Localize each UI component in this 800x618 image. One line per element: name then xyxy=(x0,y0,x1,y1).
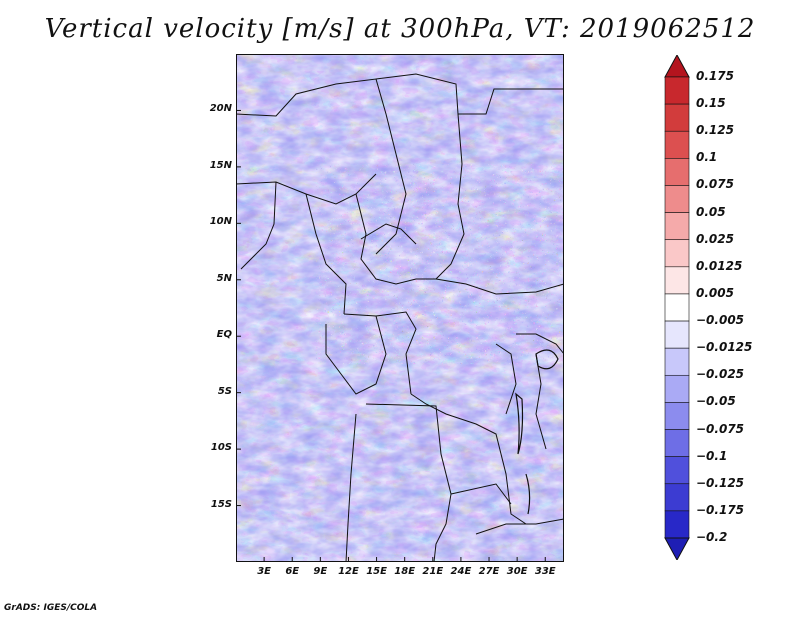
colorbar-label: 0.125 xyxy=(696,123,734,138)
colorbar-box xyxy=(664,103,690,132)
colorbar-box xyxy=(664,483,690,512)
lat-tick-label: 10S xyxy=(210,442,232,454)
colorbar-label: 0.15 xyxy=(696,96,726,111)
lat-tick-label: 15N xyxy=(209,159,232,171)
colorbar-box xyxy=(664,212,690,241)
lon-tick-label: 6E xyxy=(285,566,300,577)
colorbar-label: −0.075 xyxy=(696,421,745,436)
lon-tick-label: 33E xyxy=(534,566,556,577)
colorbar-label: 0.1 xyxy=(696,150,718,165)
colorbar-box xyxy=(664,239,690,268)
colorbar-label: 0.175 xyxy=(696,69,734,83)
colorbar-box xyxy=(664,266,690,295)
map-field xyxy=(236,54,564,562)
map-title: Vertical velocity [m/s] at 300hPa, VT: 2… xyxy=(44,14,756,44)
colorbar-label: 0.05 xyxy=(696,204,726,219)
colorbar-box xyxy=(664,130,690,159)
colorbar-box xyxy=(664,320,690,349)
colorbar-label: −0.175 xyxy=(696,502,745,517)
colorbar-box xyxy=(664,76,690,105)
colorbar-box xyxy=(664,347,690,376)
lon-tick-label: 24E xyxy=(450,566,472,577)
colorbar-box xyxy=(664,510,690,539)
colorbar-label: 0.0125 xyxy=(696,258,743,273)
map-frame xyxy=(236,54,564,562)
country-borders xyxy=(236,73,564,562)
colorbar-box xyxy=(664,456,690,485)
colorbar-box xyxy=(664,158,690,186)
colorbar-label: −0.125 xyxy=(696,475,745,490)
lon-tick-label: 3E xyxy=(257,566,271,577)
colorbar-box xyxy=(664,374,690,403)
colorbar-label: −0.1 xyxy=(696,448,728,463)
lon-tick-label: 27E xyxy=(478,566,500,577)
colorbar-min-arrow xyxy=(664,537,690,560)
colorbar-label: 0.005 xyxy=(696,285,734,300)
footer-credit: GrADS: IGES/COLA xyxy=(4,603,98,613)
colorbar-label: −0.005 xyxy=(696,313,745,328)
colorbar-label: −0.2 xyxy=(696,530,728,544)
lon-tick-label: 12E xyxy=(338,566,359,577)
lon-tick-label: 9E xyxy=(313,566,328,577)
lat-tick-label: 5N xyxy=(216,272,232,284)
colorbar-max-arrow xyxy=(664,55,690,78)
colorbar-label: 0.075 xyxy=(696,177,734,192)
lon-tick-label: 18E xyxy=(394,566,416,577)
map-panel: 20N 15N 10N 5N EQ 5S 10S 15S 3E 6E 9E 12E 15E 18E 21E… xyxy=(210,54,564,577)
colorbar-label: −0.0125 xyxy=(696,340,753,355)
colorbar-box xyxy=(664,293,690,322)
colorbar-box xyxy=(664,402,690,430)
lon-tick-label: 30E xyxy=(506,566,528,577)
colorbar-label: −0.025 xyxy=(696,367,745,382)
colorbar-box xyxy=(664,429,690,457)
lon-tick-label: 21E xyxy=(422,566,444,577)
colorbar-box xyxy=(664,185,690,213)
colorbar-label: 0.025 xyxy=(696,231,734,246)
lat-tick-label: EQ xyxy=(216,329,232,341)
lake-outlines xyxy=(515,349,559,515)
lat-tick-label: 5S xyxy=(217,385,232,397)
colorbar-boxes xyxy=(664,55,690,560)
colorbar-label: −0.05 xyxy=(696,394,736,409)
lat-tick-label: 20N xyxy=(209,103,232,115)
lat-tick-label: 15S xyxy=(210,498,232,510)
lon-tick-label: 15E xyxy=(366,566,387,577)
lat-tick-label: 10N xyxy=(209,216,232,228)
colorbar xyxy=(664,55,690,560)
